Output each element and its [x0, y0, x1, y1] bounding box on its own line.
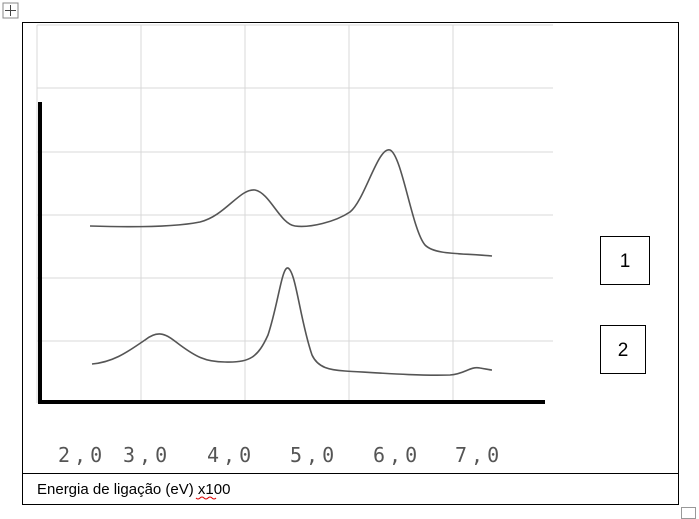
series-label: 2: [618, 340, 629, 361]
x-tick-label: 5,0: [290, 443, 338, 467]
resize-handle[interactable]: [681, 507, 696, 519]
table-move-handle[interactable]: [2, 2, 19, 19]
series-label: 1: [620, 251, 631, 272]
spellcheck-underline: [195, 496, 217, 500]
spectrum-1: [89, 149, 493, 257]
spectrum-2: [91, 267, 493, 376]
x-tick-label: 3,0: [123, 443, 171, 467]
x-tick-label: 7,0: [455, 443, 503, 467]
x-tick-label: 2,0: [58, 443, 106, 467]
grid: [36, 24, 553, 403]
caption: Energia de ligação (eV) x100: [37, 481, 230, 498]
x-tick-label: 6,0: [373, 443, 421, 467]
x-tick-label: 4,0: [207, 443, 255, 467]
table-border: [22, 22, 679, 505]
label-box: [600, 236, 650, 285]
label-box: [600, 325, 646, 374]
